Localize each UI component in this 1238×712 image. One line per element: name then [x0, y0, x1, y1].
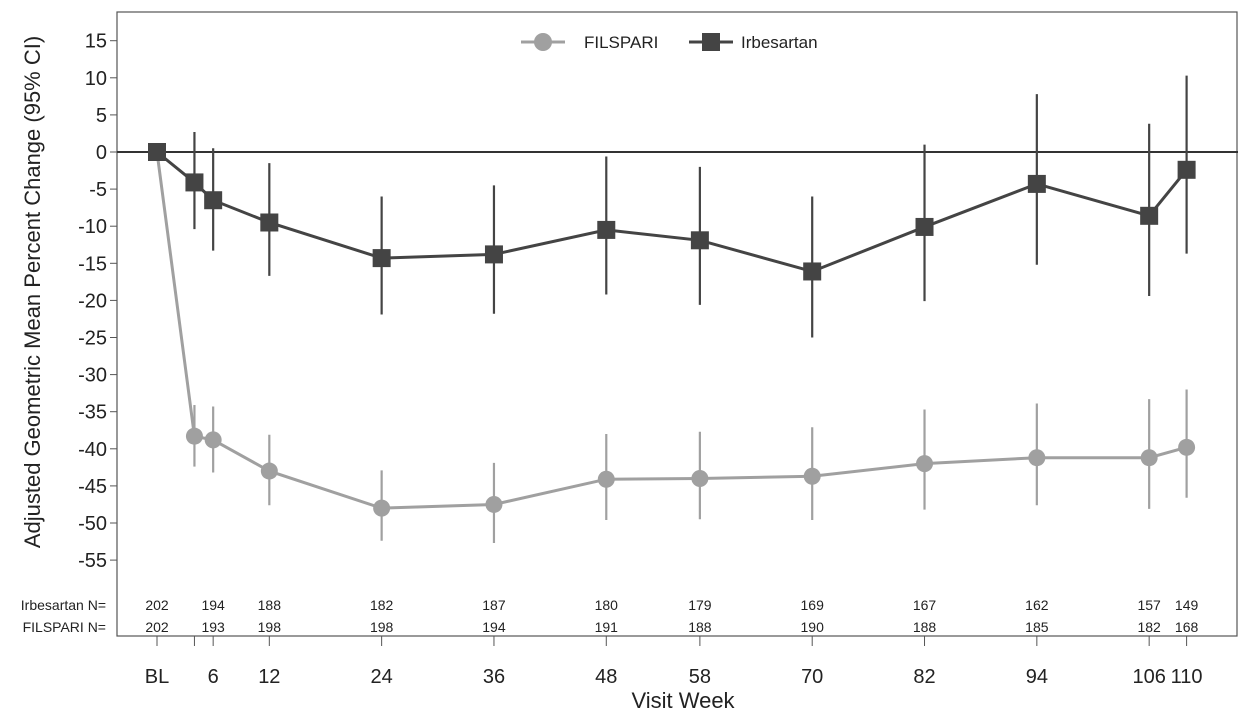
y-tick-label: 10 [85, 68, 107, 90]
filspari-point [373, 499, 391, 517]
x-tick-label: 24 [371, 666, 393, 688]
x-tick-label: 58 [689, 666, 711, 688]
irbesartan-point [148, 143, 166, 161]
n-table-value: 180 [595, 597, 619, 613]
y-axis-title: Adjusted Geometric Mean Percent Change (… [20, 36, 45, 548]
n-table-value: 168 [1175, 619, 1199, 635]
n-table-value: 182 [1137, 619, 1161, 635]
series-filspari [148, 143, 1196, 544]
filspari-point [597, 470, 615, 488]
irbesartan-point [484, 245, 503, 264]
plot-frame [116, 11, 1238, 637]
n-table-value: 185 [1025, 619, 1049, 635]
legend-filspari-label: FILSPARI [584, 33, 658, 52]
n-table-value: 188 [258, 597, 282, 613]
filspari-point [1028, 449, 1046, 467]
x-tick-label: 36 [483, 666, 505, 688]
n-table-value: 194 [482, 619, 506, 635]
irbesartan-point [1177, 160, 1196, 179]
y-tick-label: -40 [78, 439, 107, 461]
x-tick-label: 12 [258, 666, 280, 688]
filspari-point [1140, 449, 1158, 467]
n-table-value: 188 [688, 619, 712, 635]
n-table-value: 157 [1137, 597, 1161, 613]
x-tick-label: 106 [1132, 666, 1165, 688]
y-tick-label: -25 [78, 328, 107, 350]
n-table-value: 190 [801, 619, 825, 635]
x-tick-label: 48 [595, 666, 617, 688]
n-table-value: 182 [370, 597, 394, 613]
filspari-point [691, 469, 709, 487]
irbesartan-point [204, 191, 223, 210]
y-tick-label: -50 [78, 513, 107, 535]
filspari-point [803, 467, 821, 485]
x-tick-label: 6 [208, 666, 219, 688]
filspari-point [916, 455, 934, 473]
n-table-value: 202 [145, 597, 169, 613]
n-table-value: 149 [1175, 597, 1199, 613]
n-table-value: 179 [688, 597, 712, 613]
x-tick-label: 110 [1171, 666, 1203, 688]
filspari-point [485, 495, 503, 513]
irbesartan-point [260, 213, 279, 232]
x-tick-label: 70 [801, 666, 823, 688]
irbesartan-point [915, 217, 934, 236]
n-table-value: 169 [801, 597, 825, 613]
n-table-value: 198 [258, 619, 282, 635]
y-tick-label: -35 [78, 402, 107, 424]
n-table-value: 198 [370, 619, 394, 635]
y-tick-label: -5 [89, 179, 107, 201]
filspari-point [204, 431, 222, 449]
legend-filspari-marker [534, 33, 552, 51]
irbesartan-point [1027, 174, 1046, 193]
legend-irbesartan-marker [702, 33, 720, 51]
x-tick-label: 94 [1026, 666, 1048, 688]
n-table-value: 167 [913, 597, 937, 613]
x-axis-title: Visit Week [631, 688, 735, 712]
irbesartan-point [597, 220, 616, 239]
x-tick-label: 82 [913, 666, 935, 688]
irbesartan-point [803, 262, 822, 281]
irbesartan-point [1140, 206, 1159, 225]
n-table-row-label: Irbesartan N= [21, 597, 106, 613]
y-tick-label: -20 [78, 290, 107, 312]
n-table-value: 194 [201, 597, 225, 613]
y-tick-label: -55 [78, 550, 107, 572]
y-tick-label: 5 [96, 105, 107, 127]
y-tick-label: -10 [78, 216, 107, 238]
y-tick-label: -45 [78, 476, 107, 498]
n-table-value: 162 [1025, 597, 1049, 613]
x-tick-label: BL [145, 666, 169, 688]
y-tick-label: -15 [78, 253, 107, 275]
filspari-point [1178, 438, 1196, 456]
filspari-point [260, 462, 278, 480]
n-table-value: 188 [913, 619, 937, 635]
legend-irbesartan-label: Irbesartan [741, 33, 818, 52]
n-table-row-label: FILSPARI N= [23, 619, 106, 635]
irbesartan-point [185, 173, 204, 192]
y-tick-label: -30 [78, 365, 107, 387]
irbesartan-point [690, 231, 709, 250]
irbesartan-line [156, 150, 1188, 274]
n-table-value: 193 [201, 619, 225, 635]
y-tick-label: 0 [96, 142, 107, 164]
filspari-point [185, 427, 203, 445]
y-tick-label: 15 [85, 31, 107, 53]
n-table-value: 191 [595, 619, 619, 635]
n-table-value: 187 [482, 597, 506, 613]
n-table-value: 202 [145, 619, 169, 635]
series-irbesartan [148, 75, 1196, 338]
irbesartan-point [372, 249, 391, 268]
